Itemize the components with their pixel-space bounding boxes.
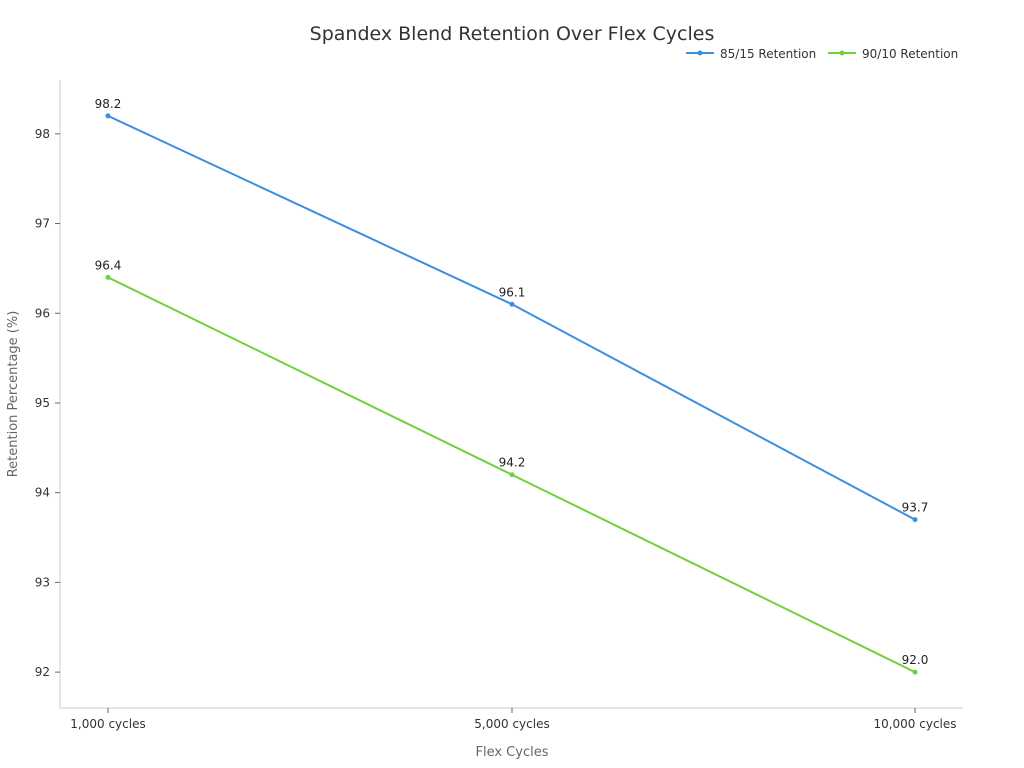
legend-marker bbox=[839, 50, 845, 56]
data-label: 98.2 bbox=[95, 97, 122, 111]
y-tick-label: 92 bbox=[35, 665, 50, 679]
x-tick-label: 10,000 cycles bbox=[873, 717, 956, 731]
data-point[interactable] bbox=[105, 274, 111, 280]
y-axis-label: Retention Percentage (%) bbox=[6, 311, 21, 478]
data-label: 96.4 bbox=[95, 258, 122, 272]
y-tick-label: 97 bbox=[35, 217, 50, 231]
x-tick-label: 1,000 cycles bbox=[70, 717, 145, 731]
x-axis-label: Flex Cycles bbox=[476, 745, 549, 760]
x-tick-label: 5,000 cycles bbox=[474, 717, 549, 731]
data-label: 96.1 bbox=[499, 285, 526, 299]
data-point[interactable] bbox=[912, 517, 918, 523]
data-point[interactable] bbox=[912, 669, 918, 675]
y-tick-label: 94 bbox=[35, 486, 50, 500]
legend-label[interactable]: 90/10 Retention bbox=[862, 47, 958, 61]
data-label: 92.0 bbox=[902, 653, 929, 667]
y-tick-label: 96 bbox=[35, 306, 50, 320]
y-tick-label: 93 bbox=[35, 575, 50, 589]
chart-title: Spandex Blend Retention Over Flex Cycles bbox=[310, 23, 715, 45]
data-label: 94.2 bbox=[499, 456, 526, 470]
legend-marker bbox=[697, 50, 703, 56]
data-point[interactable] bbox=[509, 301, 515, 307]
data-point[interactable] bbox=[509, 472, 515, 478]
data-point[interactable] bbox=[105, 113, 111, 119]
y-tick-label: 95 bbox=[35, 396, 50, 410]
y-tick-label: 98 bbox=[35, 127, 50, 141]
data-label: 93.7 bbox=[902, 501, 929, 515]
legend-label[interactable]: 85/15 Retention bbox=[720, 47, 816, 61]
